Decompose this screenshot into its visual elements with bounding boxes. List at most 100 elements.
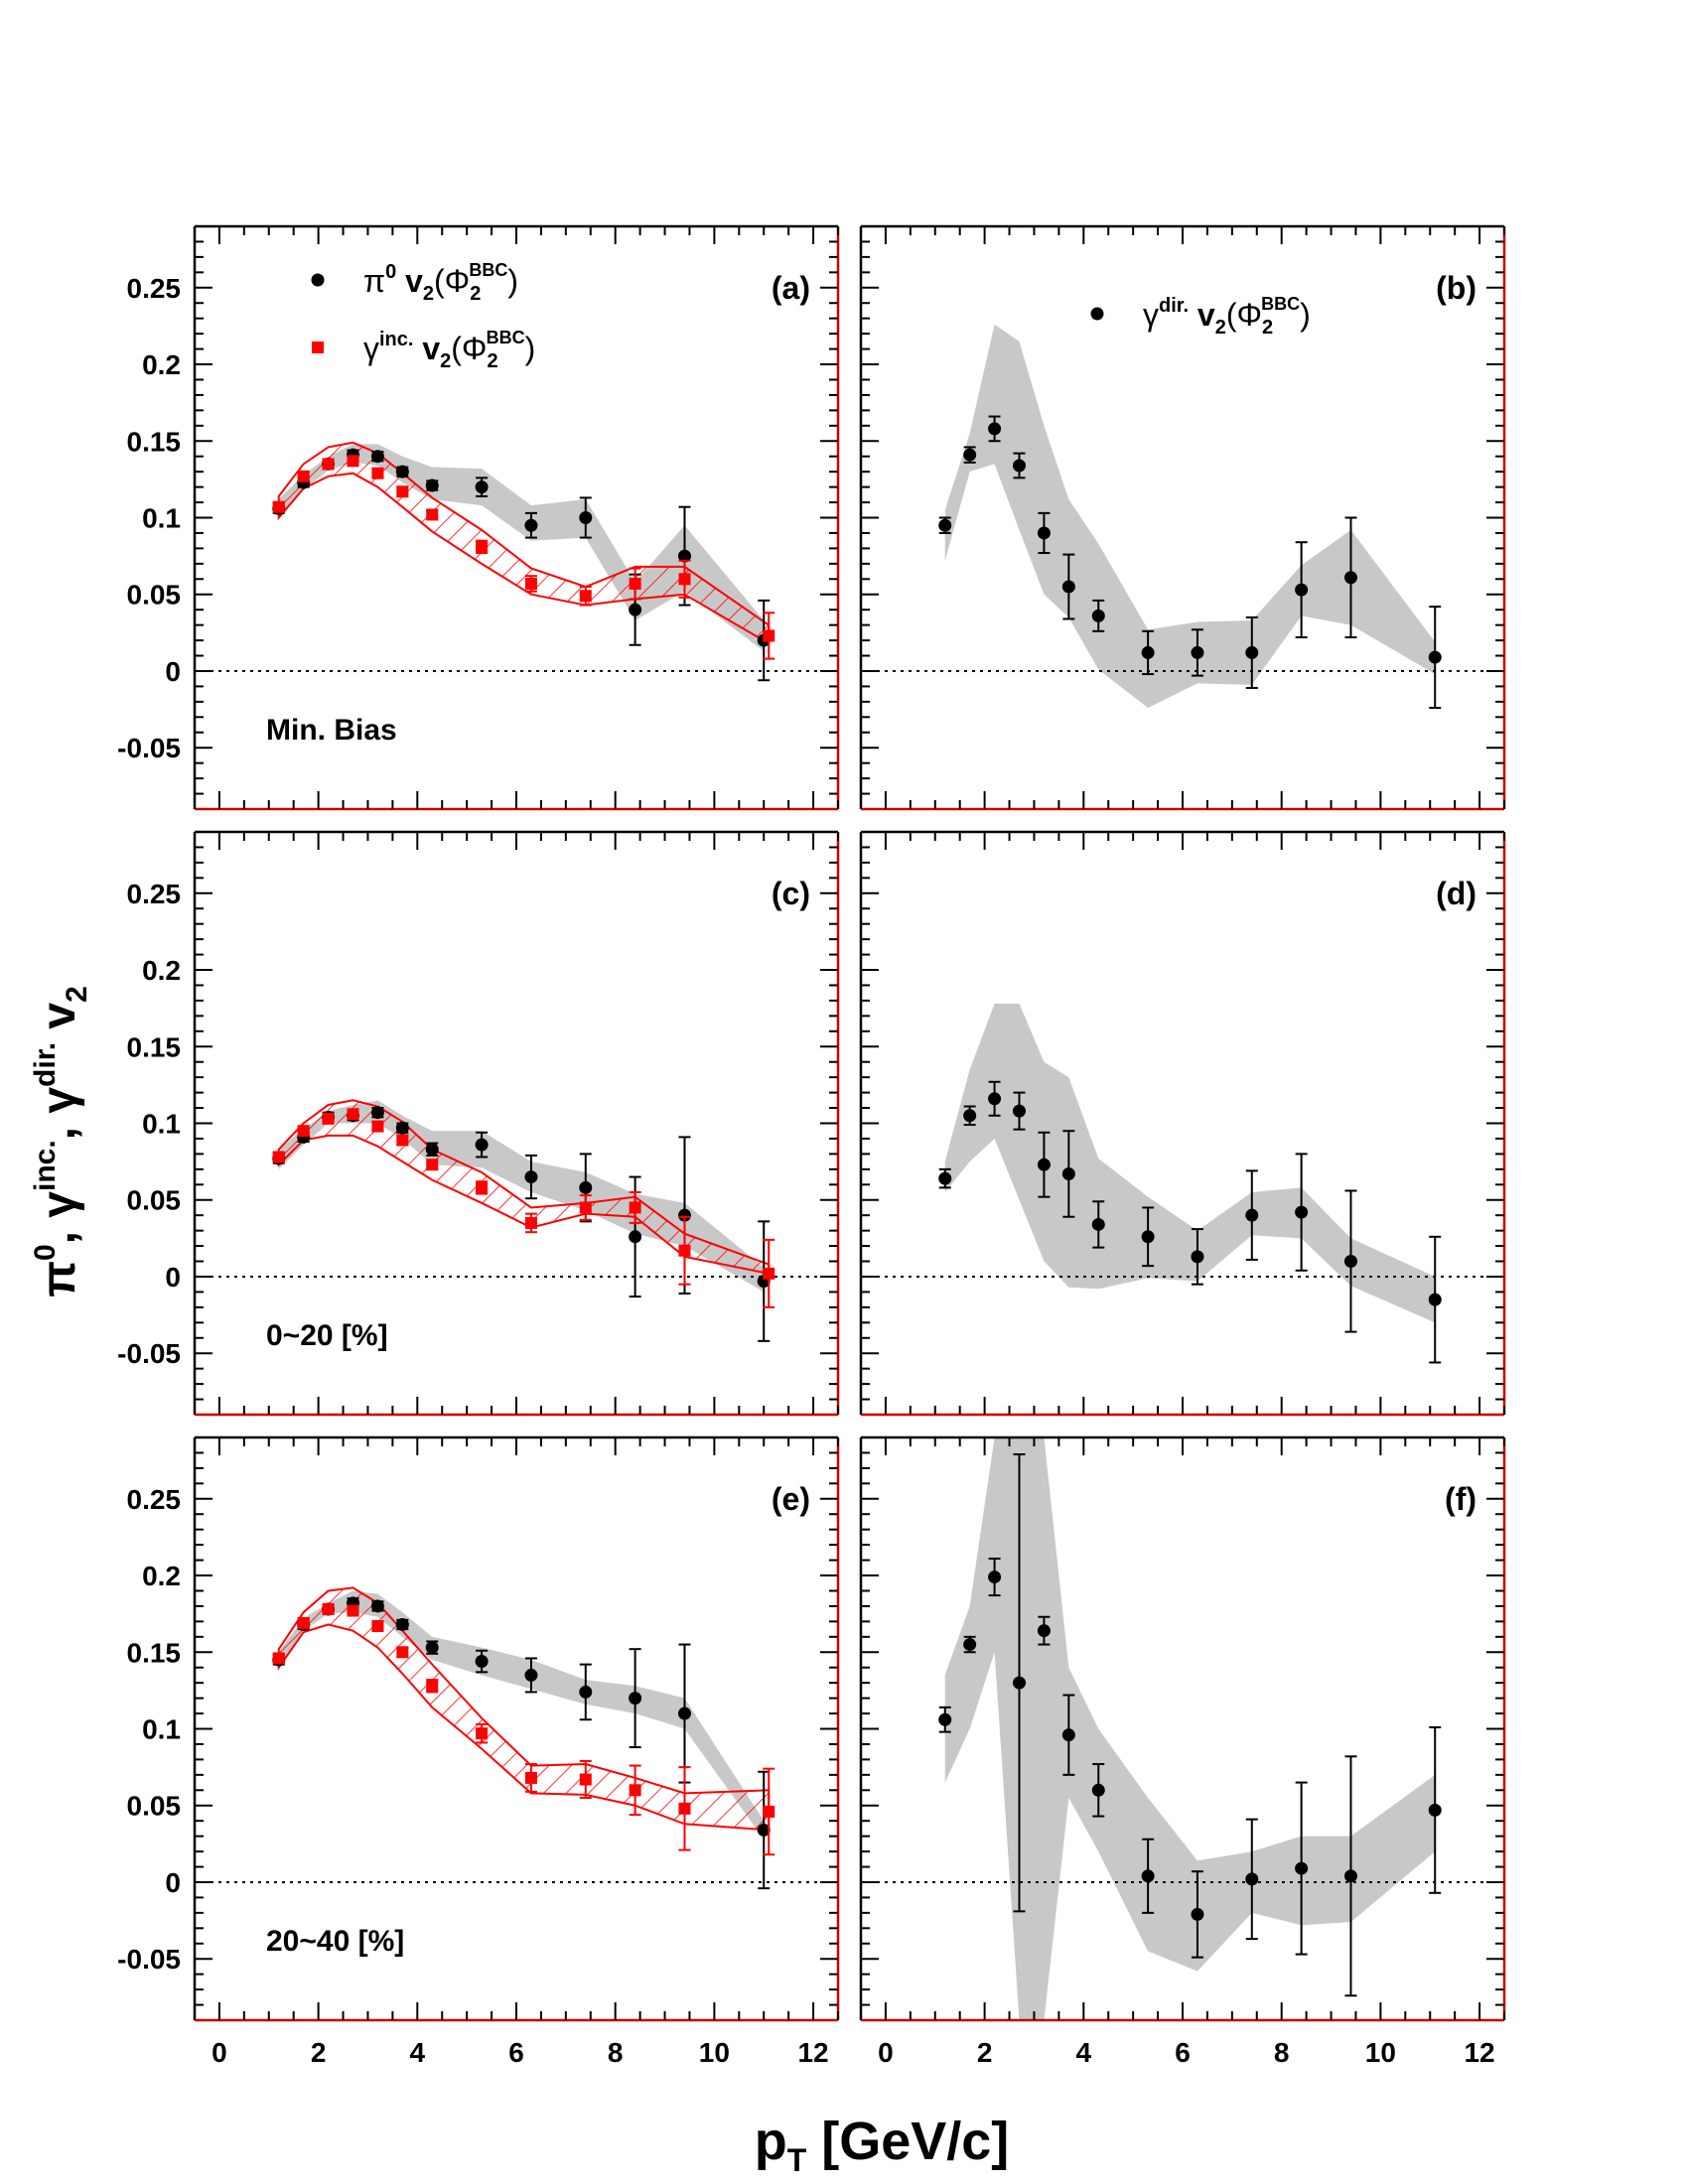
y-axis-title-gamma-dir: , γ bbox=[33, 1087, 85, 1141]
y-tick-label: 0.1 bbox=[142, 1109, 181, 1140]
legend-text-part: dir. bbox=[1159, 295, 1189, 317]
data-point-circle bbox=[475, 1138, 489, 1152]
data-point-circle bbox=[1141, 1869, 1155, 1883]
y-tick-label: 0.05 bbox=[127, 1185, 182, 1216]
systematic-band bbox=[944, 1004, 1436, 1323]
panel-tag: (c) bbox=[772, 876, 810, 911]
y-tick-label: 0.25 bbox=[127, 1484, 182, 1515]
data-point-circle bbox=[1141, 1230, 1155, 1244]
panel-tag: (e) bbox=[772, 1481, 810, 1517]
x-tick-label: 0 bbox=[878, 2037, 894, 2068]
data-point-square bbox=[426, 1680, 439, 1693]
y-axis-title: π0, γinc., γdir. v2 bbox=[29, 986, 93, 1297]
data-point-circle bbox=[629, 1692, 642, 1706]
data-point-circle bbox=[425, 1143, 439, 1157]
data-point-circle bbox=[579, 1685, 593, 1699]
x-tick-label: 4 bbox=[410, 2037, 426, 2068]
centrality-label: 0~20 [%] bbox=[266, 1319, 388, 1352]
legend-text-part: 0 bbox=[385, 261, 396, 283]
data-point-square bbox=[371, 1120, 384, 1133]
plot-area bbox=[195, 441, 838, 682]
y-tick-label: 0.15 bbox=[127, 1637, 182, 1668]
data-point-square bbox=[629, 577, 641, 590]
data-point-circle bbox=[1428, 650, 1442, 664]
data-point-square bbox=[678, 1802, 691, 1815]
plot-area bbox=[861, 1004, 1504, 1364]
data-point-square bbox=[322, 458, 335, 471]
y-axis-title-pi: π bbox=[33, 1261, 85, 1297]
data-point-circle bbox=[1037, 1158, 1051, 1171]
data-point-square bbox=[396, 1134, 409, 1147]
data-point-circle bbox=[1428, 1293, 1442, 1306]
data-point-circle bbox=[988, 1570, 1002, 1584]
data-point-square bbox=[678, 1244, 691, 1257]
plot-area bbox=[195, 1586, 838, 1890]
legend-text-part: v bbox=[413, 331, 440, 366]
legend-text-part: 2 bbox=[440, 350, 451, 372]
x-tick-label: 0 bbox=[211, 2037, 227, 2068]
data-point-circle bbox=[629, 1230, 642, 1244]
data-point-square bbox=[322, 1603, 335, 1616]
data-point-circle bbox=[677, 549, 691, 563]
y-tick-label: 0.25 bbox=[127, 273, 182, 304]
y-axis-title-gamma-inc: , γ bbox=[33, 1191, 85, 1245]
y-axis-title-v-sub: 2 bbox=[61, 986, 93, 1003]
data-point-square bbox=[426, 1159, 439, 1171]
legend-text: π0 v2(Φ2BBC) bbox=[363, 260, 518, 305]
data-point-circle bbox=[524, 1170, 538, 1184]
data-point-square bbox=[579, 1773, 592, 1786]
data-point-circle bbox=[370, 1106, 384, 1120]
legend-text-part: v bbox=[1189, 297, 1215, 333]
y-tick-label: 0.15 bbox=[127, 1031, 182, 1062]
data-point-circle bbox=[757, 1823, 771, 1837]
data-point-square bbox=[272, 1652, 285, 1665]
legend-text-part: (Φ bbox=[1226, 297, 1262, 333]
x-axis-title-sub: T bbox=[787, 2142, 807, 2178]
plot-area bbox=[195, 1099, 838, 1342]
legend-text-part: BBC bbox=[487, 328, 525, 347]
y-axis-title-v: v bbox=[33, 1003, 85, 1042]
data-point-square bbox=[524, 1216, 537, 1229]
data-point-circle bbox=[1141, 645, 1155, 659]
data-point-circle bbox=[938, 1712, 952, 1726]
legend-text-part: ) bbox=[525, 331, 536, 366]
legend-text-part: 2 bbox=[1215, 317, 1226, 339]
data-point-circle bbox=[963, 1638, 977, 1652]
data-point-square bbox=[371, 467, 384, 479]
data-point-square bbox=[297, 1125, 310, 1138]
data-point-circle bbox=[1245, 645, 1259, 659]
data-point-square bbox=[371, 1620, 384, 1633]
legend-text-part: ) bbox=[1300, 297, 1311, 333]
data-point-circle bbox=[475, 480, 489, 494]
data-point-square bbox=[396, 485, 409, 498]
legend-text-part: (Φ bbox=[434, 263, 470, 299]
x-tick-label: 6 bbox=[1175, 2037, 1191, 2068]
y-tick-label: 0 bbox=[165, 1867, 181, 1898]
data-point-circle bbox=[395, 1121, 409, 1135]
data-point-circle bbox=[1343, 571, 1357, 585]
data-point-circle bbox=[1295, 1205, 1309, 1219]
data-point-circle bbox=[1013, 1104, 1027, 1118]
panel-5: 0 2 4 6 8 10 12 (f) bbox=[859, 1435, 1506, 2068]
data-point-square bbox=[297, 470, 310, 482]
data-point-circle bbox=[370, 450, 384, 464]
x-tick-label: 10 bbox=[1365, 2037, 1396, 2068]
centrality-label: Min. Bias bbox=[266, 714, 397, 747]
y-tick-label: 0.05 bbox=[127, 580, 182, 611]
legend-text-part: BBC bbox=[469, 260, 507, 280]
data-point-square bbox=[426, 508, 439, 521]
data-point-square bbox=[579, 590, 592, 603]
x-tick-label: 2 bbox=[977, 2037, 993, 2068]
data-point-circle bbox=[475, 1655, 489, 1669]
x-tick-label: 4 bbox=[1076, 2037, 1092, 2068]
systematic-band bbox=[278, 444, 765, 651]
legend-text-part: γ bbox=[1143, 297, 1159, 333]
y-tick-label: -0.05 bbox=[117, 1338, 181, 1369]
data-point-square bbox=[396, 1646, 409, 1659]
legend-marker-circle bbox=[311, 273, 325, 287]
data-point-square bbox=[763, 1267, 775, 1280]
data-point-square bbox=[763, 1805, 775, 1818]
plot-area bbox=[861, 1437, 1504, 2020]
x-tick-label: 6 bbox=[508, 2037, 524, 2068]
